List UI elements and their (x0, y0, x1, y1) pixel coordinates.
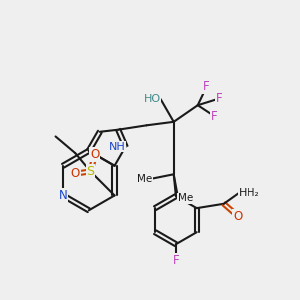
Text: Me: Me (136, 174, 152, 184)
Text: F: F (203, 80, 210, 93)
Text: F: F (172, 254, 179, 267)
Text: Me: Me (178, 193, 193, 203)
Text: O: O (90, 148, 100, 161)
Text: N: N (59, 189, 68, 202)
Text: NH₂: NH₂ (239, 188, 259, 198)
Text: H: H (239, 188, 248, 198)
Text: NH: NH (109, 142, 126, 152)
Text: F: F (215, 92, 222, 105)
Text: F: F (211, 110, 218, 123)
Text: O: O (70, 167, 80, 180)
Text: O: O (233, 209, 242, 223)
Text: S: S (86, 165, 94, 178)
Text: HO: HO (143, 94, 161, 104)
Text: H: H (241, 188, 250, 198)
